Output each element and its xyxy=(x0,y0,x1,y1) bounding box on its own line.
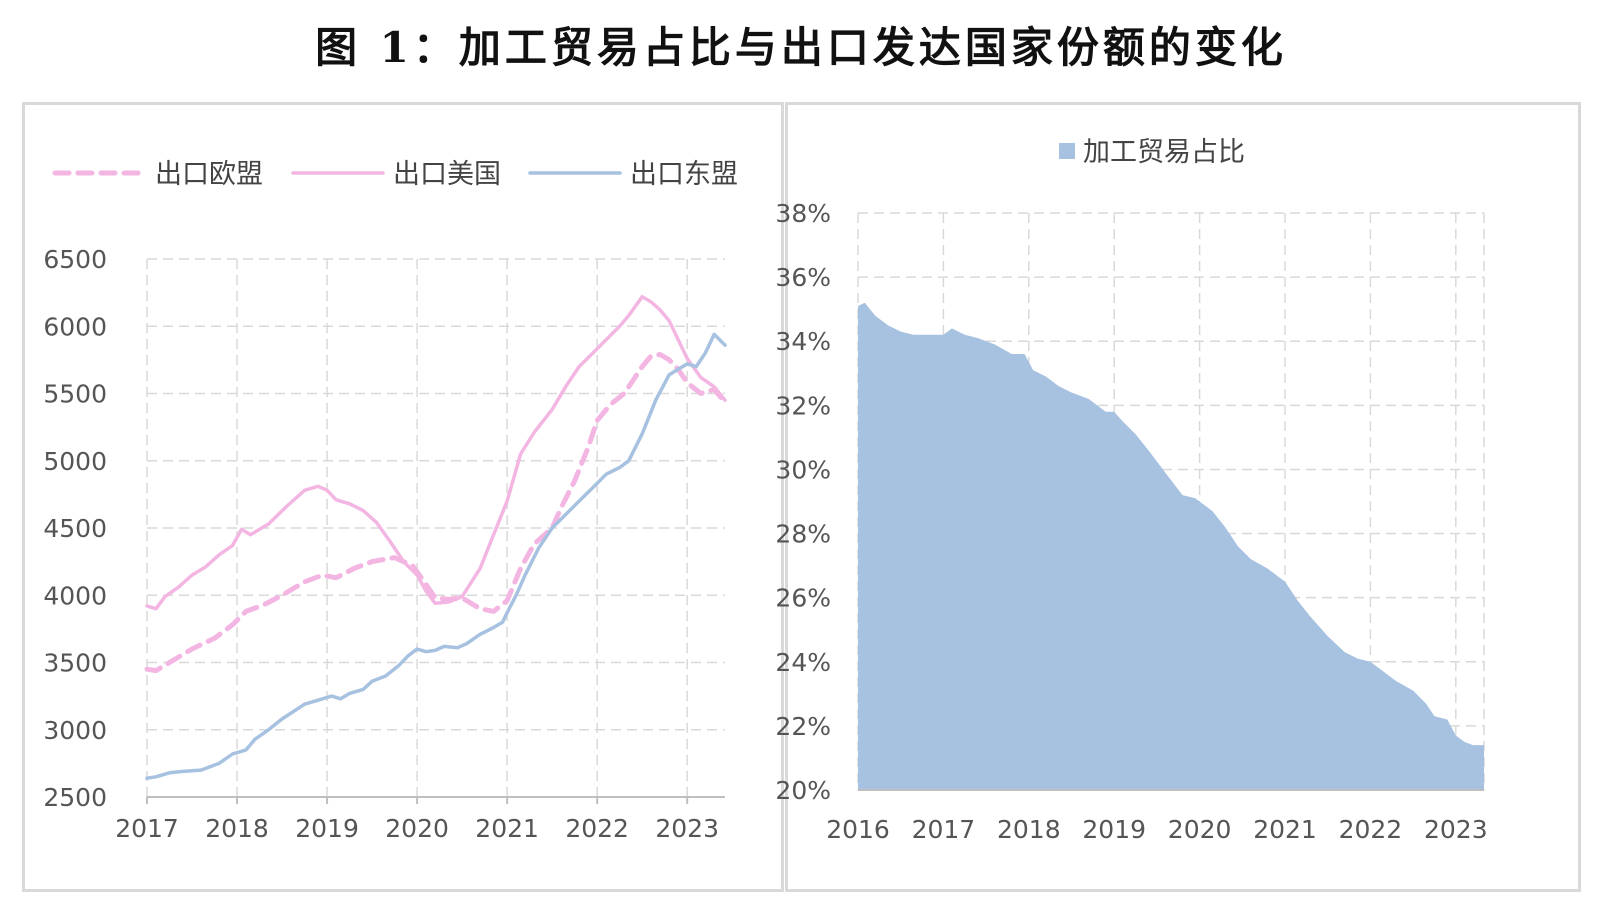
x-tick-label: 2022 xyxy=(565,814,629,843)
x-tick-label: 2023 xyxy=(655,814,719,843)
y-tick-label: 3000 xyxy=(43,716,107,745)
x-tick-label: 2020 xyxy=(1168,815,1232,844)
x-tick-label: 2020 xyxy=(385,814,449,843)
y-tick-label: 2500 xyxy=(43,783,107,812)
x-tick-label: 2019 xyxy=(1082,815,1146,844)
right-area-chart: 38% 36% 34% 32% 30% 28% 26% 24% 22% 20% 2016 2017 20… xyxy=(775,137,1488,844)
legend-swatch xyxy=(1059,143,1075,159)
y-tick-label: 32% xyxy=(775,391,831,420)
x-tick-label: 2018 xyxy=(205,814,269,843)
left-line-chart: 6500 6000 5500 5000 4500 4000 3500 3000 2500 2017… xyxy=(43,159,738,843)
y-tick-label: 5000 xyxy=(43,447,107,476)
y-tick-label: 6000 xyxy=(43,312,107,341)
x-tick-label: 2022 xyxy=(1339,815,1403,844)
x-tick-label: 2017 xyxy=(912,815,976,844)
series-line-eu xyxy=(144,352,726,674)
y-tick-label: 4000 xyxy=(43,581,107,610)
legend-label: 加工贸易占比 xyxy=(1083,137,1245,168)
x-tick-label: 2016 xyxy=(826,815,890,844)
y-tick-label: 38% xyxy=(775,199,831,228)
x-tick-label: 2017 xyxy=(115,814,179,843)
series-line-us xyxy=(145,294,727,611)
y-tick-label: 26% xyxy=(775,584,831,613)
figure-title: 图 1：加工贸易占比与出口发达国家份额的变化 xyxy=(315,23,1287,72)
y-tick-label: 22% xyxy=(775,712,831,741)
series-area-processing-trade xyxy=(858,302,1484,790)
y-tick-label: 24% xyxy=(775,648,831,677)
y-tick-label: 30% xyxy=(775,455,831,484)
series-line-asean xyxy=(145,332,727,780)
x-tick-label: 2023 xyxy=(1424,815,1488,844)
x-tick-label: 2018 xyxy=(997,815,1061,844)
left-chart-panel: 6500 6000 5500 5000 4500 4000 3500 3000 2500 2017… xyxy=(22,102,784,892)
y-tick-label: 3500 xyxy=(43,649,107,678)
y-tick-label: 28% xyxy=(775,520,831,549)
legend-label: 出口美国 xyxy=(393,159,501,190)
y-tick-label: 6500 xyxy=(43,245,107,274)
legend-label: 出口东盟 xyxy=(630,159,738,190)
y-tick-label: 5500 xyxy=(43,380,107,409)
y-tick-label: 34% xyxy=(775,327,831,356)
y-tick-label: 36% xyxy=(775,263,831,292)
right-chart-panel: 38% 36% 34% 32% 30% 28% 26% 24% 22% 20% 2016 2017 20… xyxy=(775,102,1581,892)
y-tick-label: 20% xyxy=(775,776,831,805)
y-tick-label: 4500 xyxy=(43,514,107,543)
x-tick-label: 2021 xyxy=(1253,815,1317,844)
x-tick-label: 2021 xyxy=(475,814,539,843)
legend-label: 出口欧盟 xyxy=(155,159,263,190)
x-tick-label: 2019 xyxy=(295,814,359,843)
